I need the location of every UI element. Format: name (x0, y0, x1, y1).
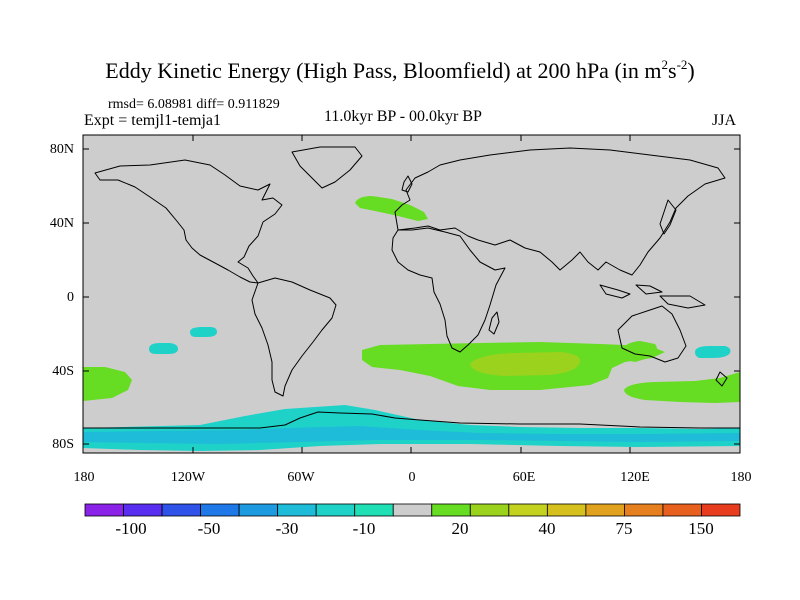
season-label: JJA (712, 112, 737, 129)
colorbar-swatch (354, 503, 394, 517)
colorbar-swatch (238, 503, 279, 517)
lat-label-40s: 40S (52, 364, 74, 379)
colorbar-swatch (585, 503, 625, 517)
title-main: Eddy Kinetic Energy (High Pass, Bloomfie… (105, 58, 662, 83)
antarctica-coastline (83, 411, 740, 429)
colorbar-swatch (662, 503, 702, 517)
lon-label-0: 0 (408, 470, 416, 485)
colorbar-swatch (123, 503, 163, 517)
title-exponent-1: 2 (661, 57, 669, 72)
british-isles-coastline (401, 175, 413, 193)
lat-label-0: 0 (67, 290, 74, 305)
lon-label-180w: 180 (73, 470, 95, 485)
title-unit-s: s (668, 58, 677, 83)
colorbar-swatch (546, 503, 587, 517)
colorbar-label: -30 (275, 519, 299, 538)
colorbar-swatch (508, 503, 548, 517)
plot-title: Eddy Kinetic Energy (High Pass, Bloomfie… (0, 58, 800, 84)
lon-label-60e: 60E (512, 470, 536, 485)
greenland-coastline (291, 146, 363, 189)
colorbar-swatch (431, 503, 471, 517)
australia-coastline (617, 305, 687, 363)
colorbar-swatch (624, 503, 664, 517)
title-exponent-2: -2 (676, 57, 688, 72)
new-zealand-coastline (715, 371, 728, 387)
stats-text: rmsd= 6.08981 diff= 0.911829 (108, 97, 280, 112)
madagascar-coastline (488, 311, 500, 335)
colorbar-label: 150 (688, 519, 714, 538)
title-end: ) (687, 58, 695, 83)
colorbar-swatch (84, 503, 124, 517)
lon-label-180e: 180 (730, 470, 752, 485)
south-pacific-negative-region (149, 343, 178, 354)
indonesia-coastline (599, 284, 706, 309)
coastlines (83, 146, 740, 429)
colorbar-label: -10 (352, 519, 376, 538)
colorbar-swatch (161, 503, 201, 517)
colorbar-swatch (469, 503, 510, 517)
north-atlantic-positive-region (355, 196, 428, 221)
experiment-label: Expt = temjl1-temja1 (84, 112, 221, 129)
south-of-australia-positive-region (624, 372, 740, 403)
lat-label-80n: 80N (49, 142, 74, 157)
colorbar (84, 503, 741, 517)
tick-marks (83, 135, 740, 453)
southeast-pacific-positive-region (83, 367, 132, 401)
lon-label-120w: 120W (170, 470, 206, 485)
south-america-coastline (251, 277, 337, 397)
anomaly-regions (83, 196, 740, 451)
south-pacific-negative-region (190, 327, 217, 337)
colorbar-label: 75 (615, 519, 633, 538)
lat-label-40n: 40N (49, 216, 74, 231)
lon-label-60w: 60W (287, 470, 315, 485)
colorbar-label: -50 (197, 519, 221, 538)
africa-coastline (391, 227, 506, 353)
tasman-negative-region (695, 346, 731, 358)
colorbar-label: -100 (115, 519, 147, 538)
north-america-coastline (94, 159, 283, 284)
south-indian-ocean-max-region (470, 352, 581, 376)
colorbar-label: 20 (451, 519, 469, 538)
period-label: 11.0kyr BP - 00.0kyr BP (324, 108, 482, 125)
colorbar-swatch (392, 503, 433, 517)
lat-label-80s: 80S (52, 437, 74, 452)
great-australian-bight-positive-region (622, 341, 657, 362)
eurasia-coastline (394, 147, 726, 276)
colorbar-swatch (200, 503, 240, 517)
lon-label-120e: 120E (620, 470, 650, 485)
colorbar-label: 40 (538, 519, 556, 538)
colorbar-swatch (315, 503, 356, 517)
colorbar-swatch (277, 503, 317, 517)
japan-coastline (659, 199, 677, 235)
antarctic-negative-core (83, 426, 740, 444)
colorbar-swatch (701, 503, 741, 517)
